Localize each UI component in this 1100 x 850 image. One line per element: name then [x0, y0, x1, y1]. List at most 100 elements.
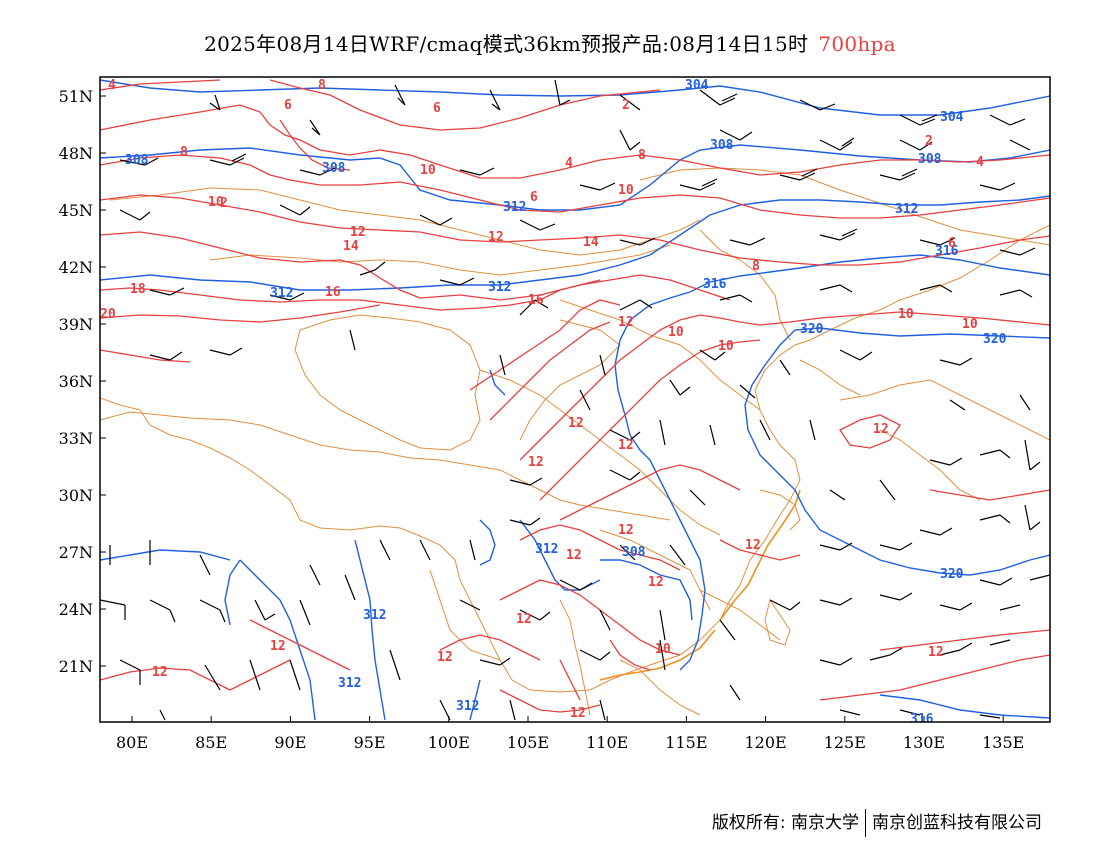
temp-label: 12: [618, 315, 634, 330]
height-contours: [100, 79, 1050, 721]
temp-label: 10: [898, 307, 914, 322]
temp-label-extra: 2: [220, 196, 228, 211]
height-label-extra: 312: [338, 676, 361, 691]
temp-label: 14: [343, 239, 359, 254]
lat-tick-label: 33N: [59, 429, 93, 448]
lon-tick-label: 130E: [903, 733, 945, 752]
height-label: 320: [983, 332, 1007, 347]
temp-label: 8: [638, 148, 646, 163]
height-label: 312: [503, 200, 526, 215]
temp-label: 6: [284, 98, 292, 113]
height-label-extra: 312: [456, 699, 479, 714]
height-label: 308: [918, 152, 942, 167]
temp-label: 8: [180, 145, 188, 160]
temp-label: 12: [648, 575, 664, 590]
height-label: 308: [322, 161, 346, 176]
temp-label: 12: [437, 650, 453, 665]
temp-label: 10: [655, 642, 671, 657]
temp-label: 10: [618, 183, 634, 198]
temp-label: 4: [565, 156, 573, 171]
temp-label: 12: [568, 416, 584, 431]
temp-label-extra: 10: [962, 317, 978, 332]
temp-label: 20: [100, 307, 116, 322]
height-label: 312: [363, 608, 386, 623]
lon-tick-label: 90E: [274, 733, 306, 752]
lat-tick-label: 27N: [59, 543, 93, 562]
height-label: 308: [710, 138, 734, 153]
title-level: 700hpa: [818, 32, 896, 56]
lat-tick-label: 48N: [59, 144, 93, 163]
lon-tick-label: 125E: [824, 733, 866, 752]
temp-label: 8: [318, 78, 326, 93]
height-label: 304: [685, 78, 709, 93]
lon-tick-label: 135E: [982, 733, 1024, 752]
height-label: 316: [910, 712, 934, 727]
lat-tick-label: 21N: [59, 657, 93, 676]
footer: 版权所有: 南京大学 南京创蓝科技有限公司: [712, 808, 1042, 837]
temp-label-extra: 10: [718, 339, 734, 354]
lat-tick-label: 36N: [59, 372, 93, 391]
wind-barbs: [100, 79, 1050, 721]
temp-label: 8: [752, 259, 760, 274]
lat-tick-label: 42N: [59, 258, 93, 277]
footer-separator: [865, 809, 866, 837]
temp-label: 16: [325, 285, 341, 300]
temp-label: 10: [420, 163, 436, 178]
lon-tick-label: 80E: [116, 733, 148, 752]
height-label: 312: [270, 286, 293, 301]
height-label: 312: [535, 542, 558, 557]
map-background: [100, 77, 1050, 722]
coastline: [599, 489, 801, 681]
temp-label: 4: [976, 155, 984, 170]
temp-label: 12: [516, 612, 532, 627]
temp-label: 12: [745, 538, 761, 553]
temp-label: 10: [668, 325, 684, 340]
temp-label: 16: [528, 293, 544, 308]
temp-label: 12: [528, 455, 544, 470]
lat-tick-label: 24N: [59, 600, 93, 619]
temp-label: 10: [208, 195, 224, 210]
temperature-labels: 4 8 6 6 2 4 8 10 8 10 2 4 10 6 12 14 12 …: [100, 78, 984, 721]
temp-label: 6: [433, 101, 441, 116]
temp-label: 12: [270, 639, 286, 654]
lon-tick-label: 85E: [195, 733, 227, 752]
lon-tick-label: 100E: [428, 733, 470, 752]
temp-label: 6: [948, 236, 956, 251]
lat-tick-label: 51N: [59, 87, 93, 106]
lon-tick-label: 95E: [354, 733, 386, 752]
lat-tick-label: 45N: [59, 201, 93, 220]
lat-tick-label: 39N: [59, 315, 93, 334]
footer-company: 南京创蓝科技有限公司: [872, 813, 1042, 833]
temp-label: 12: [488, 230, 504, 245]
temp-label: 12: [618, 438, 634, 453]
title-main: 2025年08月14日WRF/cmaq模式36km预报产品:08月14日15时: [204, 32, 809, 56]
footer-copyright: 版权所有: 南京大学: [711, 813, 859, 833]
lon-tick-label: 110E: [586, 733, 628, 752]
temp-label: 12: [873, 422, 889, 437]
temp-label: 2: [622, 98, 630, 113]
temp-label: 12: [152, 665, 168, 680]
temp-label: 6: [530, 190, 538, 205]
height-label: 308: [622, 545, 646, 560]
temp-label: 2: [925, 134, 933, 149]
map-frame: [99, 76, 1051, 723]
axis-ticks: 80E 85E 90E 95E 100E 105E 110E 115E 120E 125E 130E…: [59, 87, 1025, 752]
lat-tick-label: 30N: [59, 486, 93, 505]
lon-tick-label: 115E: [665, 733, 707, 752]
height-label: 304: [940, 110, 964, 125]
temp-label: 18: [130, 282, 146, 297]
temp-label: 14: [583, 235, 599, 250]
lon-tick-label: 120E: [744, 733, 786, 752]
temp-label: 12: [566, 548, 582, 563]
height-label: 316: [935, 244, 959, 259]
height-label: 320: [800, 322, 824, 337]
lon-tick-label: 105E: [507, 733, 549, 752]
temperature-contours: [100, 79, 1050, 713]
temp-label: 12: [350, 225, 366, 240]
height-label: 312: [895, 202, 918, 217]
height-label: 320: [940, 567, 964, 582]
temp-label: 12: [618, 523, 634, 538]
height-label: 316: [703, 277, 727, 292]
temp-label: 4: [108, 78, 116, 93]
